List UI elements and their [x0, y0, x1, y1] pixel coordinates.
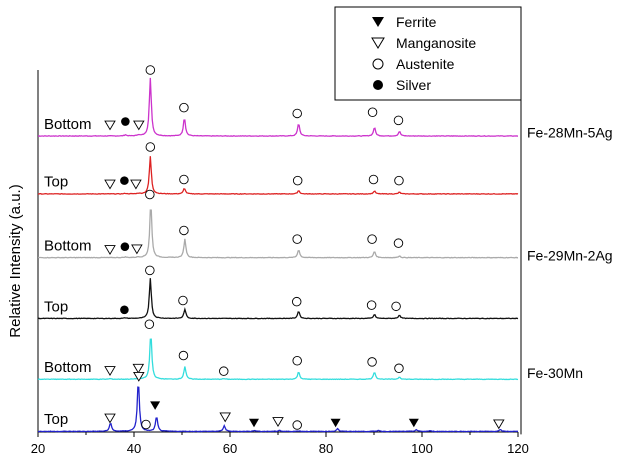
austenite-marker [145, 189, 155, 200]
series-label: Bottom [44, 359, 92, 376]
silver-legend-icon [373, 80, 383, 90]
legend-box [334, 6, 522, 101]
austenite-marker [367, 357, 377, 367]
ferrite-legend-icon [372, 17, 384, 27]
austenite-marker [292, 420, 302, 430]
series-fe-29mn-2ag-top: Top [37, 265, 519, 320]
austenite-marker [366, 300, 377, 310]
legend-label: Austenite [396, 56, 455, 72]
series-line [37, 77, 519, 137]
austenite-marker [393, 115, 404, 126]
x-tick-label: 120 [507, 441, 529, 456]
series-fe-28mn-5ag-top: Top [37, 142, 519, 195]
austenite-marker [292, 175, 303, 186]
series-line [37, 386, 519, 433]
series-fe-28mn-5ag-bottom: Bottom [37, 65, 519, 137]
ferrite-marker [150, 401, 161, 410]
austenite-marker [367, 107, 378, 118]
austenite-marker [144, 319, 155, 330]
x-tick-label: 80 [319, 441, 333, 456]
manganosite-marker [219, 412, 231, 423]
series-line [37, 338, 519, 381]
manganosite-marker [130, 179, 142, 190]
austenite-marker [393, 238, 404, 248]
ferrite-marker [330, 418, 341, 428]
austenite-legend-icon [372, 58, 384, 70]
manganosite-marker [131, 244, 143, 255]
manganosite-marker [133, 120, 145, 131]
austenite-marker [178, 295, 188, 306]
austenite-marker [178, 350, 189, 361]
manganosite-marker [104, 366, 116, 376]
group-label: Fe-28Mn-5Ag [527, 125, 613, 141]
manganosite-marker [133, 371, 145, 382]
austenite-marker [394, 363, 404, 374]
series-label: Top [44, 298, 68, 315]
x-tick-label: 100 [411, 441, 433, 456]
silver-marker [120, 242, 130, 251]
manganosite-marker [272, 417, 284, 427]
austenite-marker [292, 108, 302, 119]
series-line [37, 156, 519, 195]
austenite-marker [141, 419, 151, 430]
manganosite-marker [104, 179, 116, 190]
ferrite-marker [249, 418, 259, 428]
ferrite-marker [408, 418, 419, 428]
series-label: Top [44, 174, 68, 191]
manganosite-marker [493, 419, 505, 430]
series-fe-30mn-bottom: Bottom [37, 319, 519, 381]
manganosite-marker [104, 245, 116, 255]
austenite-marker [145, 142, 156, 152]
series-label: Bottom [44, 116, 92, 133]
silver-marker [120, 305, 129, 315]
x-tick-label: 20 [31, 441, 45, 456]
manganosite-marker [104, 413, 116, 424]
austenite-marker [219, 366, 229, 376]
legend-label: Ferrite [396, 14, 437, 30]
series-label: Bottom [44, 237, 92, 254]
y-axis-label: Relative Intensity (a.u.) [7, 184, 24, 337]
austenite-marker [179, 174, 189, 185]
austenite-marker [394, 175, 404, 186]
x-tick-label: 60 [223, 441, 237, 456]
legend-label: Manganosite [396, 35, 476, 51]
manganosite-marker [104, 120, 116, 131]
legend-label: Silver [396, 77, 431, 93]
series-fe-30mn-top: Top [37, 371, 519, 433]
legend: Ferrite Manganosite Austenite Silver [334, 6, 522, 101]
manganosite-marker [132, 363, 145, 374]
austenite-marker [179, 102, 189, 113]
series-fe-29mn-2ag-bottom: Bottom [37, 189, 519, 259]
group-label: Fe-29Mn-2Ag [527, 248, 613, 264]
austenite-marker [292, 234, 302, 244]
austenite-marker [292, 356, 302, 366]
austenite-marker [367, 234, 377, 244]
series-label: Top [44, 411, 68, 428]
austenite-marker [145, 265, 155, 276]
austenite-marker [145, 65, 156, 75]
silver-marker [121, 117, 130, 126]
austenite-marker [179, 225, 189, 236]
manganosite-legend-icon [371, 37, 385, 49]
austenite-marker [391, 301, 401, 312]
series-line [37, 209, 519, 259]
group-label: Fe-30Mn [527, 365, 583, 381]
silver-marker [120, 176, 129, 185]
x-tick-label: 40 [127, 441, 141, 456]
austenite-marker [291, 296, 302, 307]
series-line [37, 278, 519, 320]
austenite-marker [368, 174, 379, 185]
